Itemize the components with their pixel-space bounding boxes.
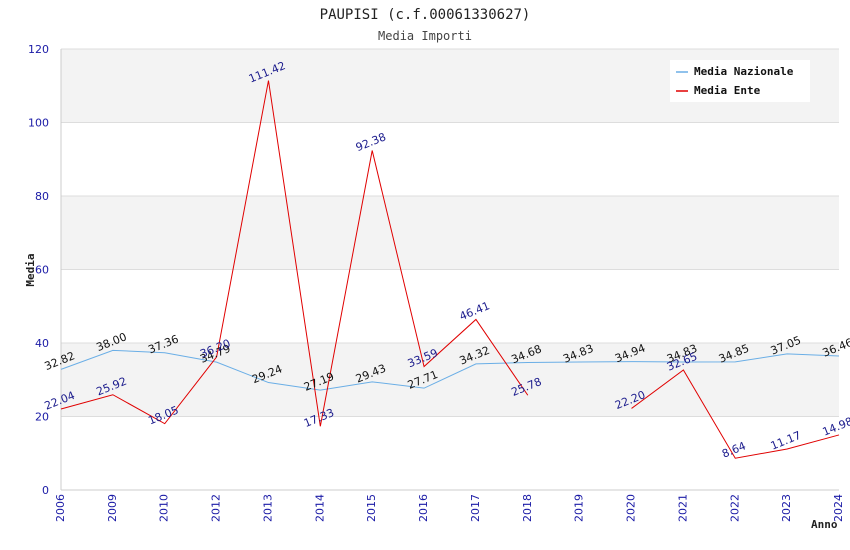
x-tick-label: 2009: [106, 494, 119, 522]
x-tick-label: 2014: [313, 494, 326, 522]
x-tick-label: 2015: [365, 494, 378, 522]
background-band: [61, 196, 839, 270]
background-band: [61, 416, 839, 490]
y-tick-label: 120: [28, 43, 49, 56]
x-tick-label: 2016: [417, 494, 430, 522]
x-tick-label: 2023: [780, 494, 793, 522]
x-axis-title: Anno: [811, 518, 838, 531]
legend-label-media-ente: Media Ente: [694, 84, 761, 97]
y-axis-ticks: 0 20 40 60 80 100 120: [28, 43, 49, 497]
x-tick-label: 2010: [158, 494, 171, 522]
chart-subtitle: Media Importi: [378, 29, 472, 43]
y-tick-label: 100: [28, 117, 49, 130]
series-line-media-nazionale: [60, 349, 840, 391]
x-tick-label: 2006: [54, 494, 67, 522]
x-tick-label: 2021: [676, 494, 689, 522]
y-tick-label: 0: [42, 484, 49, 497]
legend-label-media-nazionale: Media Nazionale: [694, 65, 794, 78]
x-tick-label: 2024: [832, 494, 845, 522]
background-band: [61, 343, 839, 417]
chart-title: PAUPISI (c.f.00061330627): [320, 7, 531, 23]
x-axis-ticks: 2006 2009 2010 2012 2013 2014 2015 2016 2017 2018…: [54, 494, 845, 522]
y-tick-label: 40: [35, 337, 49, 350]
series-line-media-ente: [631, 369, 840, 459]
x-tick-label: 2020: [625, 494, 638, 522]
series-lines: [60, 80, 840, 459]
legend-box: [670, 60, 810, 102]
axes: [60, 49, 839, 491]
x-tick-label: 2022: [728, 494, 741, 522]
y-tick-label: 60: [35, 264, 49, 277]
legend: Media Nazionale Media Ente: [670, 60, 810, 102]
x-tick-label: 2017: [469, 494, 482, 522]
x-tick-label: 2018: [521, 494, 534, 522]
x-tick-label: 2013: [261, 494, 274, 522]
y-tick-label: 80: [35, 190, 49, 203]
x-tick-label: 2019: [573, 494, 586, 522]
background-band: [61, 122, 839, 196]
x-tick-label: 2012: [210, 494, 223, 522]
background-band: [61, 269, 839, 343]
y-axis-title: Media: [24, 253, 37, 286]
y-tick-label: 20: [35, 411, 49, 424]
series-line-media-ente: [60, 80, 529, 427]
